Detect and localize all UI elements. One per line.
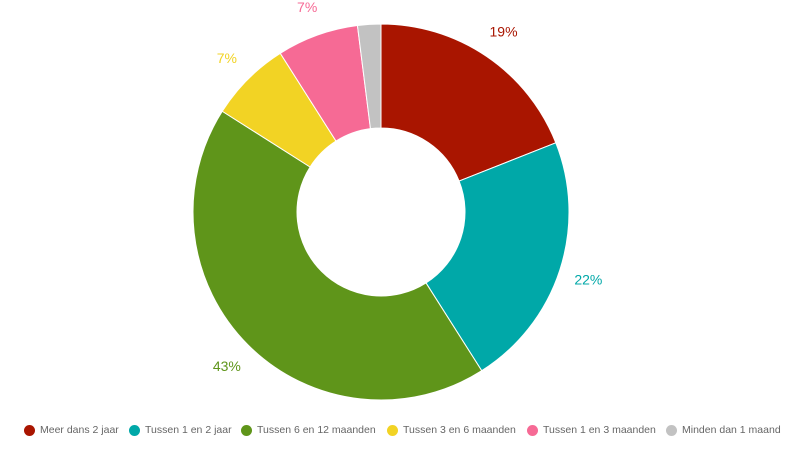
slice-minden-dan-1-maand[interactable] [356, 23, 382, 130]
legend-swatch [527, 424, 538, 436]
data-label-minden-dan-1-maand: 2% [357, 0, 377, 2]
legend-swatch [387, 424, 398, 436]
legend-label: Tussen 6 en 12 maanden [257, 424, 376, 436]
legend-swatch [666, 424, 677, 436]
legend-label: Meer dans 2 jaar [40, 424, 119, 436]
data-label-tussen-1-en-3-maanden: 7% [297, 0, 317, 15]
legend-label: Tussen 3 en 6 maanden [403, 424, 516, 436]
data-label-tussen-3-en-6-maanden: 7% [217, 50, 237, 66]
legend-item-tussen-6-en-12-maanden[interactable]: Tussen 6 en 12 maanden [241, 424, 376, 436]
data-label-meer-dans-2-jaar: 19% [490, 24, 518, 40]
legend-swatch [241, 424, 252, 436]
data-label-tussen-6-en-12-maanden: 43% [213, 358, 241, 374]
legend-label: Minden dan 1 maand [682, 424, 781, 436]
slice-tussen-1-en-2-jaar[interactable] [425, 142, 570, 372]
legend-swatch [129, 424, 140, 436]
slice-tussen-6-en-12-maanden[interactable] [192, 110, 483, 401]
chart-legend: Meer dans 2 jaar Tussen 1 en 2 jaar Tuss… [0, 424, 800, 442]
legend-item-tussen-3-en-6-maanden[interactable]: Tussen 3 en 6 maanden [387, 424, 516, 436]
legend-item-meer-dans-2-jaar[interactable]: Meer dans 2 jaar [24, 424, 119, 436]
legend-label: Tussen 1 en 2 jaar [145, 424, 232, 436]
legend-label: Tussen 1 en 3 maanden [543, 424, 656, 436]
legend-swatch [24, 424, 35, 436]
legend-item-minden-dan-1-maand[interactable]: Minden dan 1 maand [666, 424, 781, 436]
legend-item-tussen-1-en-2-jaar[interactable]: Tussen 1 en 2 jaar [129, 424, 232, 436]
legend-item-tussen-1-en-3-maanden[interactable]: Tussen 1 en 3 maanden [527, 424, 656, 436]
slice-meer-dans-2-jaar[interactable] [380, 23, 557, 182]
data-label-tussen-1-en-2-jaar: 22% [574, 271, 602, 287]
